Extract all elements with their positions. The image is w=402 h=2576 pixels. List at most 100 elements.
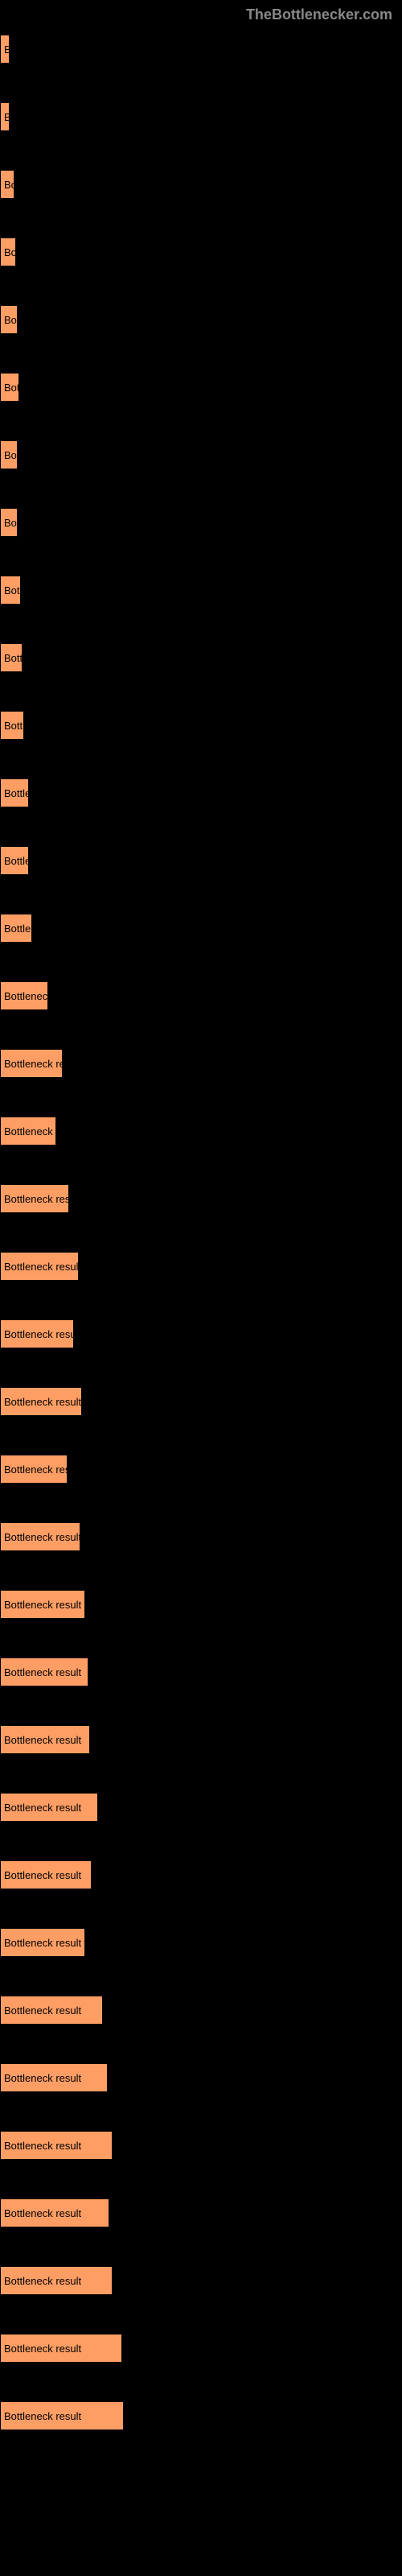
bar-label: B — [4, 43, 9, 56]
bar-row: Bottleneck result — [0, 2266, 402, 2295]
bar: Bo — [0, 440, 18, 469]
bar-row: Bottleneck result — [0, 2334, 402, 2363]
bar-row: Bo — [0, 305, 402, 334]
bar: Bottleneck result — [0, 2266, 113, 2295]
bar-row: Bottleneck result — [0, 1387, 402, 1416]
header: TheBottlenecker.com — [0, 0, 402, 27]
bar: Bottle — [0, 846, 29, 875]
bar: Bo — [0, 237, 16, 266]
bar-label: Bottleneck result — [4, 1666, 81, 1678]
bar-row: Bot — [0, 373, 402, 402]
bar-label: Bottleneck result — [4, 2343, 81, 2355]
bar-label: Bottleneck result — [4, 1599, 81, 1611]
bar: Bottleneck result — [0, 1793, 98, 1822]
bar: Bottleneck result — [0, 2131, 113, 2160]
bar-row: Bo — [0, 440, 402, 469]
bar-row: Bottleneck res — [0, 1455, 402, 1484]
bar-row: B — [0, 35, 402, 64]
bar: Bottleneck result — [0, 1928, 85, 1957]
bar-label: Bottleneck result — [4, 1396, 81, 1408]
bar-row: Bottle — [0, 778, 402, 807]
bar: Bo — [0, 305, 18, 334]
bar-label: Bo — [4, 449, 17, 461]
bar-row: Bottleneck result — [0, 1725, 402, 1754]
bar-row: Bottleneck result — [0, 1996, 402, 2025]
bar: Bot — [0, 373, 19, 402]
bar-label: Bottle — [4, 923, 31, 935]
bar-row: B — [0, 102, 402, 131]
bar-label: Bott — [4, 652, 22, 664]
bar: Bottleneck result — [0, 1387, 82, 1416]
bar-label: Bottleneck result — [4, 1261, 78, 1273]
bar-row: Bottleneck result — [0, 1860, 402, 1889]
bar-label: Bottleneck result — [4, 2410, 81, 2422]
bar-label: Bottleneck result — [4, 1869, 81, 1881]
bar: Bottleneck result — [0, 2063, 108, 2092]
bar-label: Bottleneck — [4, 990, 47, 1002]
bar-chart: B B Bo Bo Bo Bot Bo Bo Bot Bott Bott Bottle Bottle Bo… — [0, 27, 402, 2485]
bar-row: Bottleneck result — [0, 1793, 402, 1822]
bar-row: Bo — [0, 508, 402, 537]
bar-label: Bottleneck result — [4, 1734, 81, 1746]
bar-row: Bottle — [0, 914, 402, 943]
bar-row: Bottleneck res — [0, 1049, 402, 1078]
bar-label: B — [4, 111, 9, 123]
bar: Bottleneck result — [0, 1657, 88, 1686]
bar-label: Bottleneck resul — [4, 1328, 73, 1340]
bar-row: Bottleneck result — [0, 2063, 402, 2092]
bar-row: Bottleneck result — [0, 2198, 402, 2227]
site-name: TheBottlenecker.com — [246, 6, 392, 23]
bar: Bo — [0, 508, 18, 537]
bar: Bottleneck result — [0, 1725, 90, 1754]
bar-label: Bottleneck result — [4, 2140, 81, 2152]
bar: Bott — [0, 643, 23, 672]
bar: Bo — [0, 170, 14, 199]
bar: Bottleneck result — [0, 1860, 92, 1889]
bar-label: Bottleneck result — [4, 2072, 81, 2084]
bar-row: Bo — [0, 170, 402, 199]
bar-row: Bottleneck result — [0, 2401, 402, 2430]
bar: Bottleneck result — [0, 2401, 124, 2430]
bar-label: Bottleneck result — [4, 2275, 81, 2287]
bar-label: Bottleneck result — [4, 2004, 81, 2017]
bar-label: Bott — [4, 720, 23, 732]
bar-row: Bottleneck result — [0, 2131, 402, 2160]
bar: Bottleneck res — [0, 1455, 68, 1484]
bar: Bottleneck result — [0, 1590, 85, 1619]
bar-label: Bot — [4, 382, 18, 394]
bar-row: Bottleneck result — [0, 1657, 402, 1686]
bar: B — [0, 102, 10, 131]
bar-row: Bottleneck result — [0, 1522, 402, 1551]
bar-label: Bo — [4, 179, 14, 191]
bar: Bottleneck resu — [0, 1184, 69, 1213]
bar: Bottleneck resul — [0, 1319, 74, 1348]
bar-row: Bottleneck resul — [0, 1319, 402, 1348]
bar: B — [0, 35, 10, 64]
bar-row: Bottleneck result — [0, 1928, 402, 1957]
bar-label: Bottle — [4, 787, 28, 799]
bar: Bottleneck result — [0, 1522, 80, 1551]
bar: Bottleneck result — [0, 1996, 103, 2025]
bar: Bottle — [0, 778, 29, 807]
bar: Bottleneck result — [0, 2334, 122, 2363]
bar: Bottleneck result — [0, 2198, 109, 2227]
bar-label: Bottleneck res — [4, 1463, 67, 1476]
bar-row: Bottleneck result — [0, 1252, 402, 1281]
bar-row: Bottleneck r — [0, 1117, 402, 1146]
bar: Bottle — [0, 914, 32, 943]
bar: Bottleneck result — [0, 1252, 79, 1281]
bar-row: Bo — [0, 237, 402, 266]
bar: Bot — [0, 576, 21, 605]
bar-label: Bottleneck res — [4, 1058, 62, 1070]
bar-row: Bottleneck — [0, 981, 402, 1010]
bar-label: Bot — [4, 584, 20, 597]
bar-label: Bottleneck r — [4, 1125, 55, 1137]
bar-row: Bot — [0, 576, 402, 605]
bar-label: Bottleneck resu — [4, 1193, 68, 1205]
bar: Bott — [0, 711, 24, 740]
bar-row: Bottle — [0, 846, 402, 875]
bar-label: Bottle — [4, 855, 28, 867]
bar-row: Bottleneck resu — [0, 1184, 402, 1213]
bar-row: Bott — [0, 643, 402, 672]
bar-label: Bottleneck result — [4, 1937, 81, 1949]
